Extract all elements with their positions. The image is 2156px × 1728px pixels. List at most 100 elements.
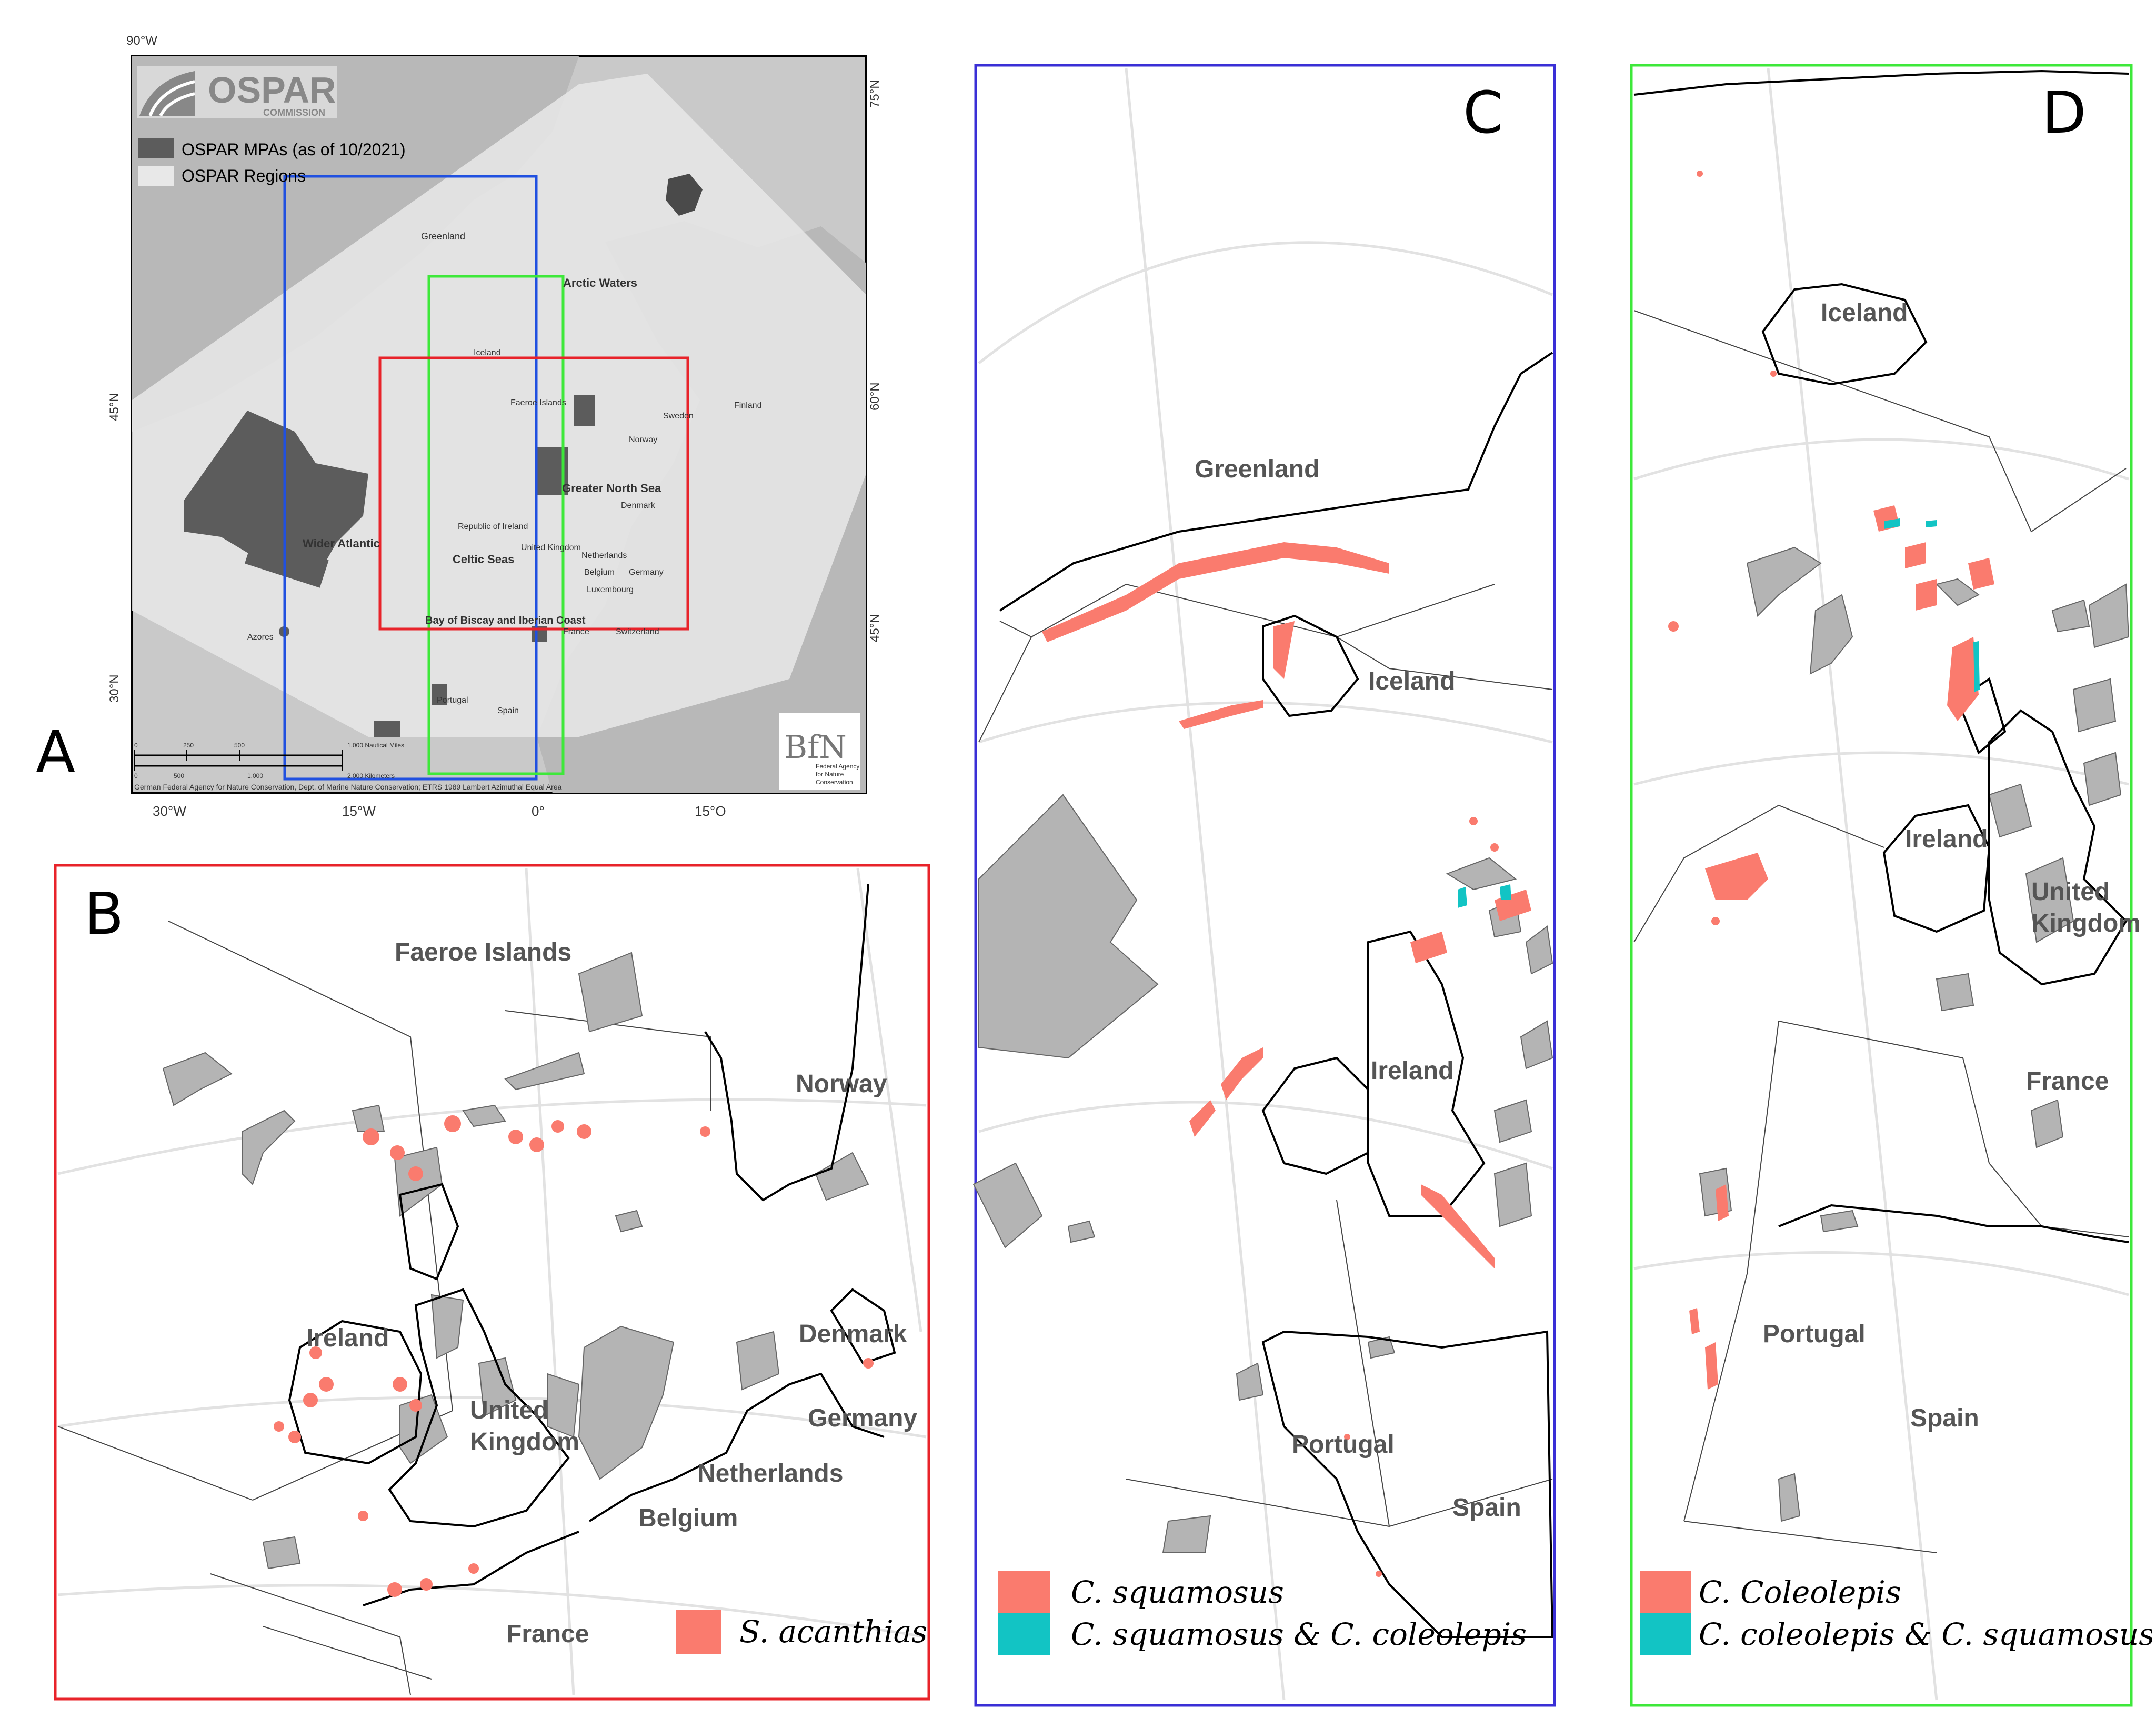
panel-b: Faeroe Islands Norway Denmark Ireland Un… <box>0 858 937 1728</box>
lon-bottom-30w: 30°W <box>153 803 186 819</box>
scale-nm-500: 500 <box>234 742 245 749</box>
a-label-faeroe: Faeroe Islands <box>510 398 566 407</box>
lat-right-45: 45°N <box>868 614 882 642</box>
lon-bottom-15w: 15°W <box>342 803 376 819</box>
a-label-france: France <box>563 627 589 636</box>
a-label-biscay-iberian: Bay of Biscay and Iberian Coast <box>425 615 586 626</box>
bfn-logo: BfN <box>784 729 847 766</box>
d-label-ireland: Ireland <box>1905 825 1988 853</box>
scale-nm-250: 250 <box>183 742 194 749</box>
mpas-c <box>972 794 1553 1553</box>
legend-c-swatch-1 <box>998 1571 1050 1613</box>
a-label-switzerland: Switzerland <box>616 627 659 636</box>
mpa-small-a <box>245 536 329 588</box>
scale-nm-1000: 1.000 Nautical Miles <box>347 742 404 749</box>
legend-c-label-2: C. squamosus & C. coleolepis <box>1071 1616 1527 1652</box>
mpa-atlantic-large <box>184 411 368 579</box>
b-label-netherlands: Netherlands <box>697 1460 843 1487</box>
a-label-uk: United Kingdom <box>521 543 581 552</box>
scale-km-500: 500 <box>174 772 184 780</box>
a-label-denmark: Denmark <box>621 501 656 510</box>
scale-km-2000: 2.000 Kilometers <box>347 772 395 780</box>
panel-a: OSPAR COMMISSION OSPAR MPAs (as of 10/20… <box>0 0 921 853</box>
d-label-kingdom: Kingdom <box>2031 910 2141 937</box>
bfn-caption-3: Conservation <box>816 778 853 786</box>
map-credit: German Federal Agency for Nature Conserv… <box>134 783 562 791</box>
b-label-faeroe: Faeroe Islands <box>395 938 571 966</box>
inset-box-c <box>283 175 538 781</box>
panel-c-map: Greenland Iceland Ireland Portugal Spain… <box>972 64 1556 1707</box>
lat-left-30: 30°N <box>107 674 122 703</box>
a-label-rep-ireland: Republic of Ireland <box>458 522 528 531</box>
coast-ireland-d <box>1882 804 1991 933</box>
ospar-logo-name: OSPAR <box>208 69 336 111</box>
panel-letter-a: A <box>36 718 76 786</box>
occurrences-c-both <box>1458 884 1511 908</box>
a-label-sweden: Sweden <box>663 412 694 421</box>
lat-left-45: 45°N <box>107 393 122 421</box>
d-label-united: United <box>2031 878 2110 906</box>
b-label-kingdom: Kingdom <box>470 1428 579 1456</box>
mpas-b <box>162 952 869 1570</box>
a-label-arctic-waters: Arctic Waters <box>563 276 637 289</box>
d-label-france: France <box>2026 1067 2109 1095</box>
lon-top-label: 90°W <box>126 34 157 48</box>
bfn-caption-1: Federal Agency <box>816 763 859 770</box>
legend-mpa-swatch <box>138 138 174 158</box>
a-label-azores: Azores <box>247 633 274 642</box>
coast-iberia-d <box>1778 1204 2129 1243</box>
north-sea-map: Faeroe Islands Norway Denmark Ireland Un… <box>54 864 930 1701</box>
a-label-belgium: Belgium <box>584 568 615 577</box>
a-label-portugal: Portugal <box>437 696 468 705</box>
legend-b-swatch <box>676 1610 721 1654</box>
legend-mpa-label: OSPAR MPAs (as of 10/2021) <box>182 140 406 159</box>
region-boundaries-b <box>57 921 711 1695</box>
legend-d-label-1: C. Coleolepis <box>1699 1574 1901 1610</box>
a-label-norway: Norway <box>629 435 657 444</box>
region-boundaries-d <box>1633 310 2129 1553</box>
c-label-iceland: Iceland <box>1368 667 1455 695</box>
a-label-netherlands: Netherlands <box>581 551 627 560</box>
legend-d-swatch-1 <box>1640 1571 1691 1613</box>
legend-c-label-1: C. squamosus <box>1071 1574 1284 1610</box>
mpas-d <box>1699 546 2130 1522</box>
inset-box-d <box>427 275 565 775</box>
coast-greenland-c <box>999 352 1553 612</box>
legend-b-label: S. acanthias <box>739 1614 927 1650</box>
scale-nm-0: 0 <box>134 742 138 749</box>
c-label-spain: Spain <box>1452 1494 1521 1522</box>
b-label-ireland: Ireland <box>306 1324 389 1352</box>
coast-iceland-d <box>1761 283 1928 386</box>
inset-box-b <box>378 356 689 631</box>
coast-iberia-c <box>1261 1330 1554 1638</box>
coast-ireland <box>288 1320 423 1465</box>
coast-scotland <box>398 1183 459 1281</box>
mpa-atlantic-sw <box>374 721 400 737</box>
a-label-iceland: Iceland <box>474 348 501 357</box>
occurrences-c-squamosus <box>1042 542 1531 1577</box>
scale-km-0: 0 <box>134 772 138 780</box>
coast-denmark <box>830 1288 896 1365</box>
scale-km-1000: 1.000 <box>247 772 263 780</box>
panel-d-map: Iceland Ireland United Kingdom France Po… <box>1630 64 2152 1707</box>
panel-d: Iceland Ireland United Kingdom France Po… <box>1621 58 2152 1713</box>
coast-greenland-d <box>1633 69 2129 96</box>
panel-c: Greenland Iceland Ireland Portugal Spain… <box>968 58 1568 1713</box>
coast-uk <box>388 1288 570 1528</box>
scale-bar <box>134 750 343 771</box>
mpa-iberia <box>432 684 447 705</box>
a-label-germany: Germany <box>629 568 664 577</box>
b-label-denmark: Denmark <box>799 1320 907 1348</box>
coast-continent <box>588 1372 885 1522</box>
lon-bottom-15o: 15°O <box>695 803 726 819</box>
legend-regions-label: OSPAR Regions <box>182 166 306 185</box>
panel-b-frame <box>54 864 930 1701</box>
bfn-caption-2: for Nature <box>816 771 844 778</box>
coast-norway <box>704 884 869 1202</box>
a-label-wider-atlantic: Wider Atlantic <box>303 537 380 550</box>
a-label-finland: Finland <box>734 401 761 410</box>
c-label-ireland: Ireland <box>1371 1057 1453 1085</box>
lon-bottom-0: 0° <box>532 803 545 819</box>
coast-uk-d <box>1988 709 2128 986</box>
ospar-logo-icon <box>139 71 195 117</box>
